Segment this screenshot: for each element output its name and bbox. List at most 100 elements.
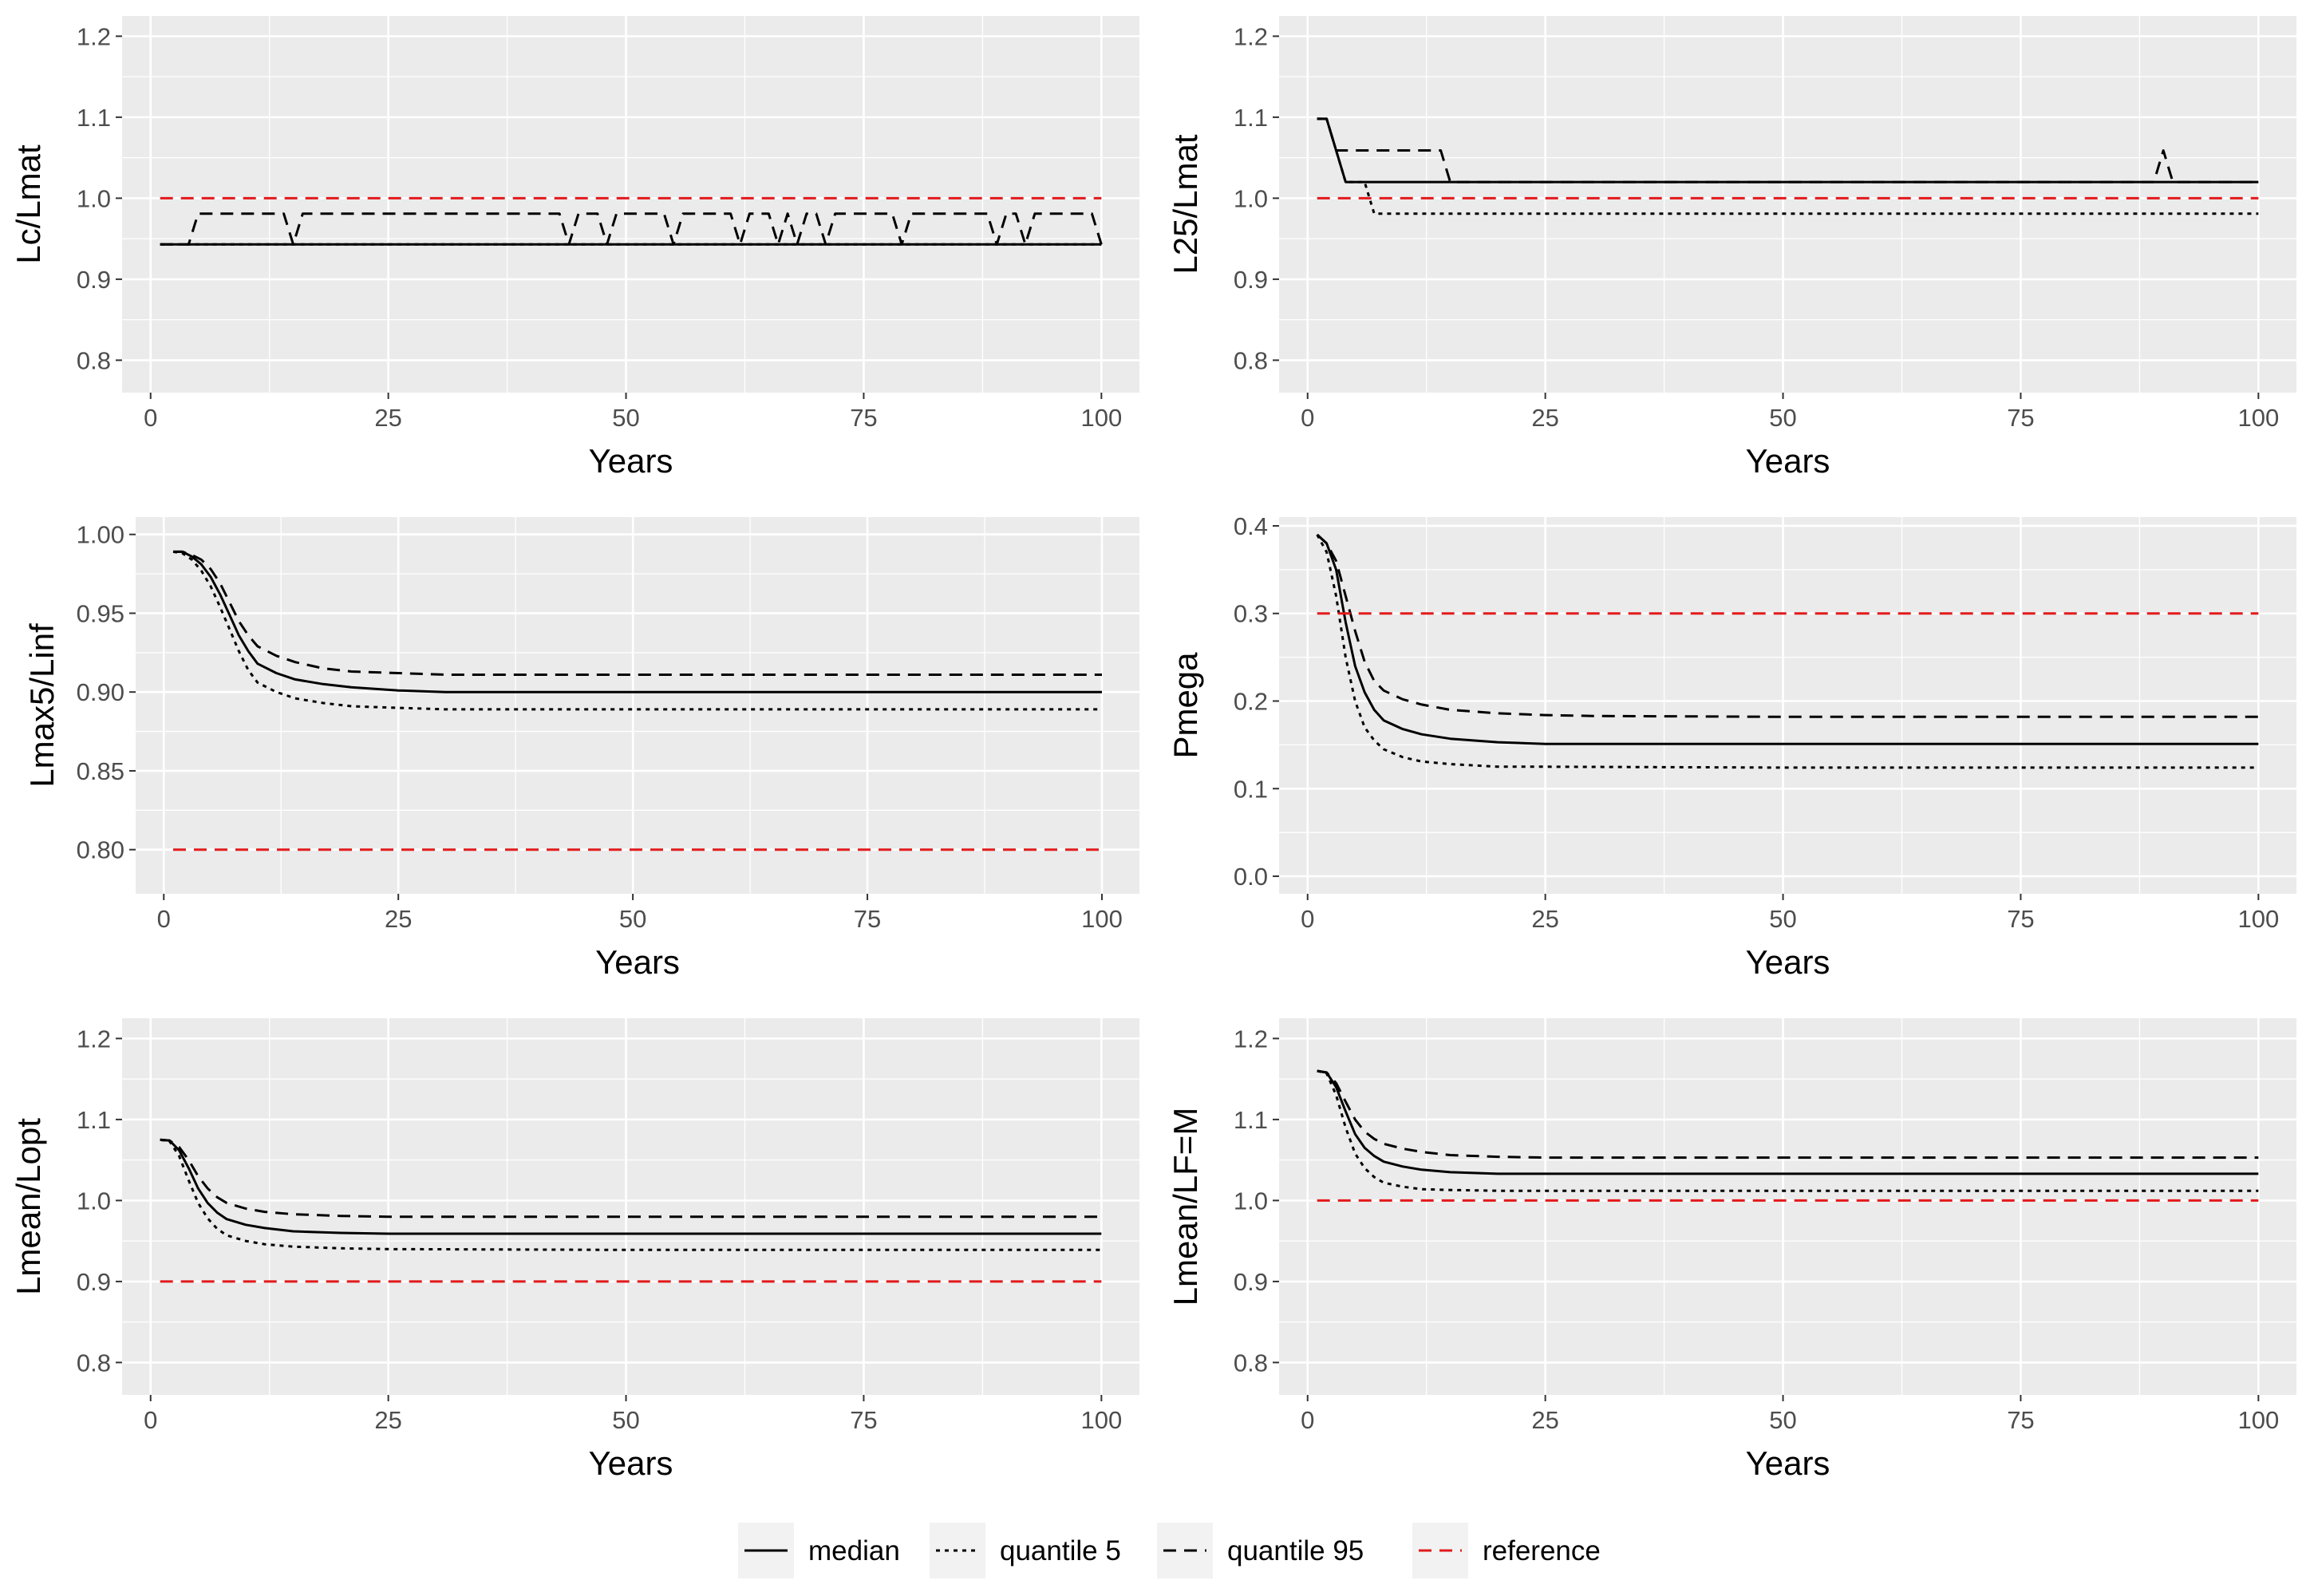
x-tick-label: 75 (850, 1406, 877, 1434)
series-line-median (173, 550, 1102, 693)
y-tick-label: 0.8 (1234, 1349, 1268, 1377)
y-tick-label: 0.8 (77, 1349, 111, 1377)
y-tick-label: 1.0 (77, 184, 111, 212)
y-axis-title: L25/Lmat (1167, 134, 1204, 274)
legend-label: median (808, 1535, 900, 1566)
x-tick-label: 50 (1769, 905, 1796, 933)
y-tick-label: 0.4 (1234, 512, 1268, 540)
x-tick-label: 75 (2007, 905, 2034, 933)
series-line-median (1317, 1069, 2259, 1175)
y-tick-label: 1.0 (77, 1187, 111, 1215)
x-tick-label: 75 (2007, 404, 2034, 432)
y-tick-label: 0.95 (77, 599, 124, 627)
y-tick-label: 0.8 (77, 346, 111, 374)
y-tick-label: 1.2 (77, 22, 111, 50)
series-line-quantile-95 (173, 550, 1102, 676)
legend: median quantile 5 quantile 95 reference (738, 1523, 1601, 1578)
x-tick-label: 0 (1301, 1406, 1314, 1434)
series-line-quantile-95 (160, 1138, 1102, 1219)
x-axis-title: Years (1746, 442, 1830, 480)
x-tick-label: 25 (1531, 905, 1558, 933)
series-line-median (1316, 533, 2259, 745)
x-tick-label: 0 (144, 404, 157, 432)
x-tick-label: 25 (385, 905, 412, 933)
x-tick-label: 50 (619, 905, 646, 933)
x-tick-label: 0 (144, 1406, 157, 1434)
y-tick-label: 0.8 (1234, 346, 1268, 374)
y-tick-label: 1.1 (77, 104, 111, 132)
x-tick-label: 25 (1531, 1406, 1558, 1434)
x-tick-label: 100 (1081, 905, 1123, 933)
y-tick-label: 0.0 (1234, 863, 1268, 891)
panel-background (136, 517, 1139, 894)
panel-background (122, 1018, 1139, 1395)
y-tick-label: 0.9 (1234, 266, 1268, 294)
chart-panel-4: 0 25 50 75 100 0.0 0.1 0.2 0.3 0.4 Years Pmega (1167, 512, 2296, 981)
x-tick-label: 75 (850, 404, 877, 432)
x-tick-label: 0 (157, 905, 171, 933)
legend-label: quantile 95 (1227, 1535, 1364, 1566)
y-tick-label: 1.2 (1234, 22, 1268, 50)
x-tick-label: 100 (2237, 1406, 2279, 1434)
x-axis-title: Years (595, 943, 680, 981)
x-tick-label: 25 (374, 1406, 401, 1434)
chart-panel-1: 0 25 50 75 100 0.8 0.9 1.0 1.1 1.2 Years Lc/Lmat (10, 16, 1139, 480)
x-tick-label: 25 (374, 404, 401, 432)
chart-panel-2: 0 25 50 75 100 0.8 0.9 1.0 1.1 1.2 Years L25/Lmat (1167, 16, 2296, 480)
series-line-median (160, 1138, 1102, 1235)
y-axis-title: Lmean/LF=M (1167, 1108, 1204, 1306)
legend-label: reference (1483, 1535, 1601, 1566)
x-tick-label: 25 (1531, 404, 1558, 432)
legend-item-median: median (738, 1523, 900, 1578)
y-axis-title: Lmax5/Linf (23, 623, 61, 788)
panel-background (1279, 517, 2296, 894)
x-tick-label: 100 (2237, 404, 2279, 432)
y-axis-title: Pmega (1167, 652, 1204, 759)
y-tick-label: 0.9 (77, 1268, 111, 1296)
series-line-quantile-5 (172, 550, 1102, 711)
x-tick-label: 50 (612, 1406, 639, 1434)
y-tick-label: 1.0 (1234, 184, 1268, 212)
x-tick-label: 50 (1769, 404, 1796, 432)
y-tick-label: 0.2 (1234, 688, 1268, 716)
series-line-quantile-95 (160, 212, 1103, 246)
y-tick-label: 0.80 (77, 836, 124, 864)
y-tick-label: 0.90 (77, 678, 124, 706)
x-tick-label: 75 (854, 905, 881, 933)
x-tick-label: 75 (2007, 1406, 2034, 1434)
series-line-quantile-95 (1317, 1069, 2259, 1159)
x-axis-title: Years (1746, 1444, 1830, 1482)
series-line-quantile-95 (1316, 533, 2259, 718)
y-tick-label: 1.1 (1234, 104, 1268, 132)
legend-label: quantile 5 (1000, 1535, 1121, 1566)
y-tick-label: 1.0 (1234, 1187, 1268, 1215)
x-tick-label: 100 (1080, 404, 1122, 432)
series-line-quantile-95 (1317, 117, 2259, 184)
panel-background (122, 16, 1139, 393)
y-tick-label: 1.00 (77, 521, 124, 549)
y-tick-label: 1.1 (77, 1106, 111, 1134)
series-line-quantile-5 (1317, 117, 2259, 215)
chart-panel-6: 0 25 50 75 100 0.8 0.9 1.0 1.1 1.2 Years Lmean/LF=M (1167, 1018, 2296, 1482)
x-tick-label: 50 (1769, 1406, 1796, 1434)
y-tick-label: 0.9 (1234, 1268, 1268, 1296)
y-tick-label: 0.1 (1234, 775, 1268, 803)
y-axis-title: Lc/Lmat (10, 144, 47, 264)
y-tick-label: 0.85 (77, 757, 124, 785)
legend-item-quantile-95: quantile 95 (1157, 1523, 1364, 1578)
x-tick-label: 100 (1080, 1406, 1122, 1434)
y-tick-label: 0.9 (77, 266, 111, 294)
chart-panel-3: 0 25 50 75 100 0.80 0.85 0.90 0.95 1.00 Years Lmax5… (23, 517, 1139, 981)
y-tick-label: 1.1 (1234, 1106, 1268, 1134)
y-tick-label: 1.2 (1234, 1025, 1268, 1053)
x-tick-label: 50 (612, 404, 639, 432)
x-tick-label: 100 (2237, 905, 2279, 933)
x-axis-title: Years (589, 442, 673, 480)
x-tick-label: 0 (1301, 905, 1314, 933)
x-axis-title: Years (1746, 943, 1830, 981)
panel-background (1279, 1018, 2296, 1395)
x-tick-label: 0 (1301, 404, 1314, 432)
panel-background (1279, 16, 2296, 393)
y-tick-label: 1.2 (77, 1025, 111, 1053)
